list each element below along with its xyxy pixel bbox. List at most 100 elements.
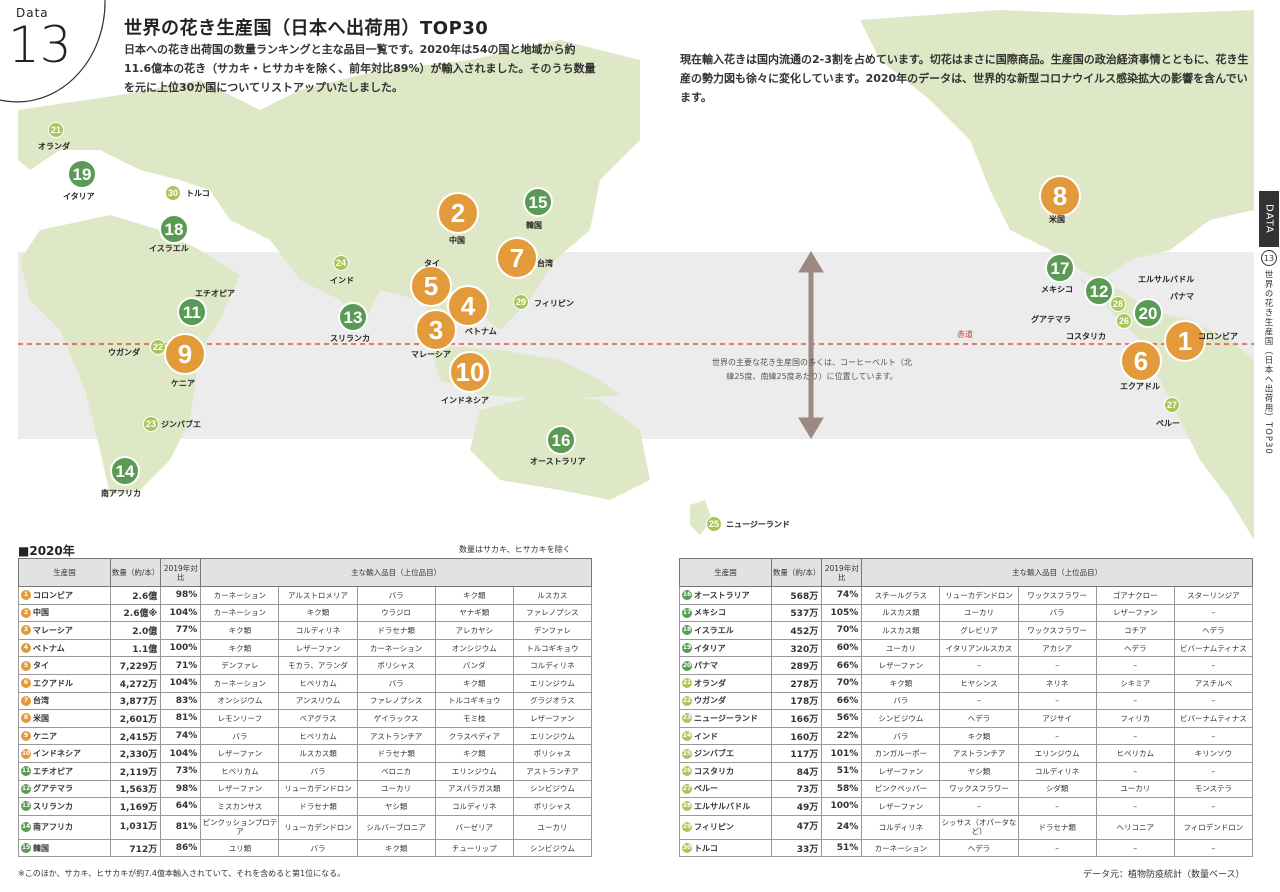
qty-cell: 3,877万	[110, 691, 162, 711]
item-cell: アストランチア	[512, 761, 593, 781]
yoy-cell: 56%	[821, 709, 863, 728]
country-label-29: フィリピン	[534, 299, 574, 308]
rank-badge: 9	[21, 731, 31, 742]
country-name: 米国	[33, 713, 49, 723]
item-cell: –	[1173, 691, 1254, 711]
item-cell: アストランチア	[939, 744, 1019, 763]
table-row: 26 コスタリカ 84万 51% レザーファン ヤシ類 コルディリネ – –	[678, 761, 1254, 781]
item-cell: ミスカンサス	[200, 797, 280, 816]
country-label-13: スリランカ	[330, 334, 370, 343]
yoy-cell: 22%	[821, 726, 863, 746]
country-cell: 23 ニュージーランド	[678, 709, 773, 728]
country-cell: 13 スリランカ	[17, 797, 112, 816]
qty-cell: 47万	[771, 814, 823, 840]
header-country: 生産国	[17, 558, 112, 587]
rank-marker-9: 9	[164, 333, 206, 375]
item-cell: アンスリウム	[278, 691, 358, 711]
header-arc	[0, 0, 106, 103]
item-cell: ドラセナ類	[356, 744, 436, 763]
table-row: 16 オーストラリア 568万 74% スチールグラス リューカデンドロン ワックスフラワー…	[678, 586, 1254, 605]
item-cell: ルスカス	[512, 586, 593, 605]
item-cell: ユーカリ	[939, 603, 1019, 623]
country-name: 中国	[33, 608, 49, 618]
yoy-cell: 71%	[160, 656, 202, 675]
rank-marker-12: 12	[1084, 276, 1114, 306]
ranking-table-left: 生産国 数量（約/本） 2019年対比 主な輸入品目（上位品目） 1 コロンビア 2…	[17, 558, 593, 858]
rank-badge: 29	[682, 822, 692, 833]
country-name: ニュージーランド	[694, 713, 758, 723]
rank-badge: 25	[682, 748, 692, 759]
qty-cell: 178万	[771, 691, 823, 711]
item-cell: ビバーナムティナス	[1173, 638, 1254, 658]
table-note: 数量はサカキ、ヒサカキを除く	[459, 545, 571, 554]
item-cell: バラ	[356, 586, 436, 605]
rank-marker-14: 14	[110, 456, 140, 486]
qty-cell: 2.6億	[110, 586, 162, 605]
country-name: タイ	[33, 661, 49, 671]
header-country: 生産国	[678, 558, 773, 587]
item-cell: シキミア	[1095, 673, 1175, 693]
item-cell: モミ枝	[434, 709, 514, 728]
item-cell: ファレノプシス	[356, 691, 436, 711]
country-name: イスラエル	[694, 625, 734, 635]
qty-cell: 4,272万	[110, 673, 162, 693]
yoy-cell: 83%	[160, 691, 202, 711]
table-row: 20 パナマ 289万 66% レザーファン – – – –	[678, 656, 1254, 675]
item-cell: レザーファン	[861, 797, 941, 816]
rank-badge: 13	[21, 801, 31, 812]
rank-badge: 2	[21, 607, 31, 618]
rank-badge: 27	[682, 783, 692, 794]
table-row: 8 米国 2,601万 81% レモンリーフ ベアグラス ゲイラックス モミ枝 レザーファン	[17, 709, 593, 728]
country-label-23: ジンバブエ	[161, 420, 201, 429]
intro-left: 日本への花き出荷国の数量ランキングと主な品目一覧です。2020年は54の国と地域…	[124, 43, 596, 94]
source-note: データ元：植物防疫統計（数量ベース）	[1083, 870, 1245, 880]
belt-arrow	[798, 251, 824, 439]
rank-badge: 22	[682, 695, 692, 706]
item-cell: バーゼリア	[434, 814, 514, 840]
item-cell: シダ類	[1017, 779, 1097, 799]
country-cell: 25 ジンバブエ	[678, 744, 773, 763]
country-label-3: マレーシア	[411, 350, 451, 359]
country-name: 台湾	[33, 696, 49, 706]
table-row: 25 ジンバブエ 117万 101% カンガルーポー アストランチア エリンジウム ヒペリカム…	[678, 744, 1254, 763]
table-row: 12 グアテマラ 1,563万 98% レザーファン リューカデンドロン ユーカリ アスパラガ…	[17, 779, 593, 799]
item-cell: フィロデンドロン	[1173, 814, 1254, 840]
item-cell: コルディリネ	[861, 814, 941, 840]
item-cell: リューカデンドロン	[278, 814, 358, 840]
yoy-cell: 104%	[160, 673, 202, 693]
table-row: 2 中国 2.6億※ 104% カーネーション キク類 ウラジロ ヤナギ類 ファレノプシス	[17, 603, 593, 623]
item-cell: ルスカス類	[278, 744, 358, 763]
item-cell: フィリカ	[1095, 709, 1175, 728]
item-cell: レモンリーフ	[200, 709, 280, 728]
item-cell: アストランチア	[356, 726, 436, 746]
item-cell: –	[1095, 726, 1175, 746]
header-qty: 数量（約/本）	[771, 558, 823, 587]
country-cell: 15 韓国	[17, 838, 112, 858]
qty-cell: 2.6億※	[110, 603, 162, 623]
item-cell: バラ	[278, 761, 358, 781]
item-cell: エリンジウム	[512, 726, 593, 746]
yoy-cell: 24%	[821, 814, 863, 840]
item-cell: バラ	[1017, 603, 1097, 623]
country-cell: 7 台湾	[17, 691, 112, 711]
country-label-25: ニュージーランド	[726, 520, 790, 529]
rank-marker-19: 19	[67, 159, 97, 189]
yoy-cell: 104%	[160, 603, 202, 623]
country-name: メキシコ	[694, 608, 726, 618]
country-name: スリランカ	[33, 801, 73, 811]
item-cell: ヘデラ	[939, 838, 1019, 858]
country-cell: 19 イタリア	[678, 638, 773, 658]
item-cell: ゴアナクロー	[1095, 586, 1175, 605]
qty-cell: 289万	[771, 656, 823, 675]
table-row: 3 マレーシア 2.0億 77% キク類 コルディリネ ドラセナ類 アレカヤシ デンファレ	[17, 621, 593, 640]
header-yoy: 2019年対比	[821, 558, 863, 587]
qty-cell: 84万	[771, 761, 823, 781]
rank-marker-10: 10	[449, 351, 491, 393]
item-cell: キク類	[356, 838, 436, 858]
table-row: 19 イタリア 320万 60% ユーカリ イタリアンルスカス アカシア ヘデラ ビバーナムティ…	[678, 638, 1254, 658]
rank-marker-18: 18	[159, 214, 189, 244]
country-name: ケニア	[33, 731, 57, 741]
yoy-cell: 70%	[821, 621, 863, 640]
country-label-19: イタリア	[63, 192, 95, 201]
item-cell: グレビリア	[939, 621, 1019, 640]
